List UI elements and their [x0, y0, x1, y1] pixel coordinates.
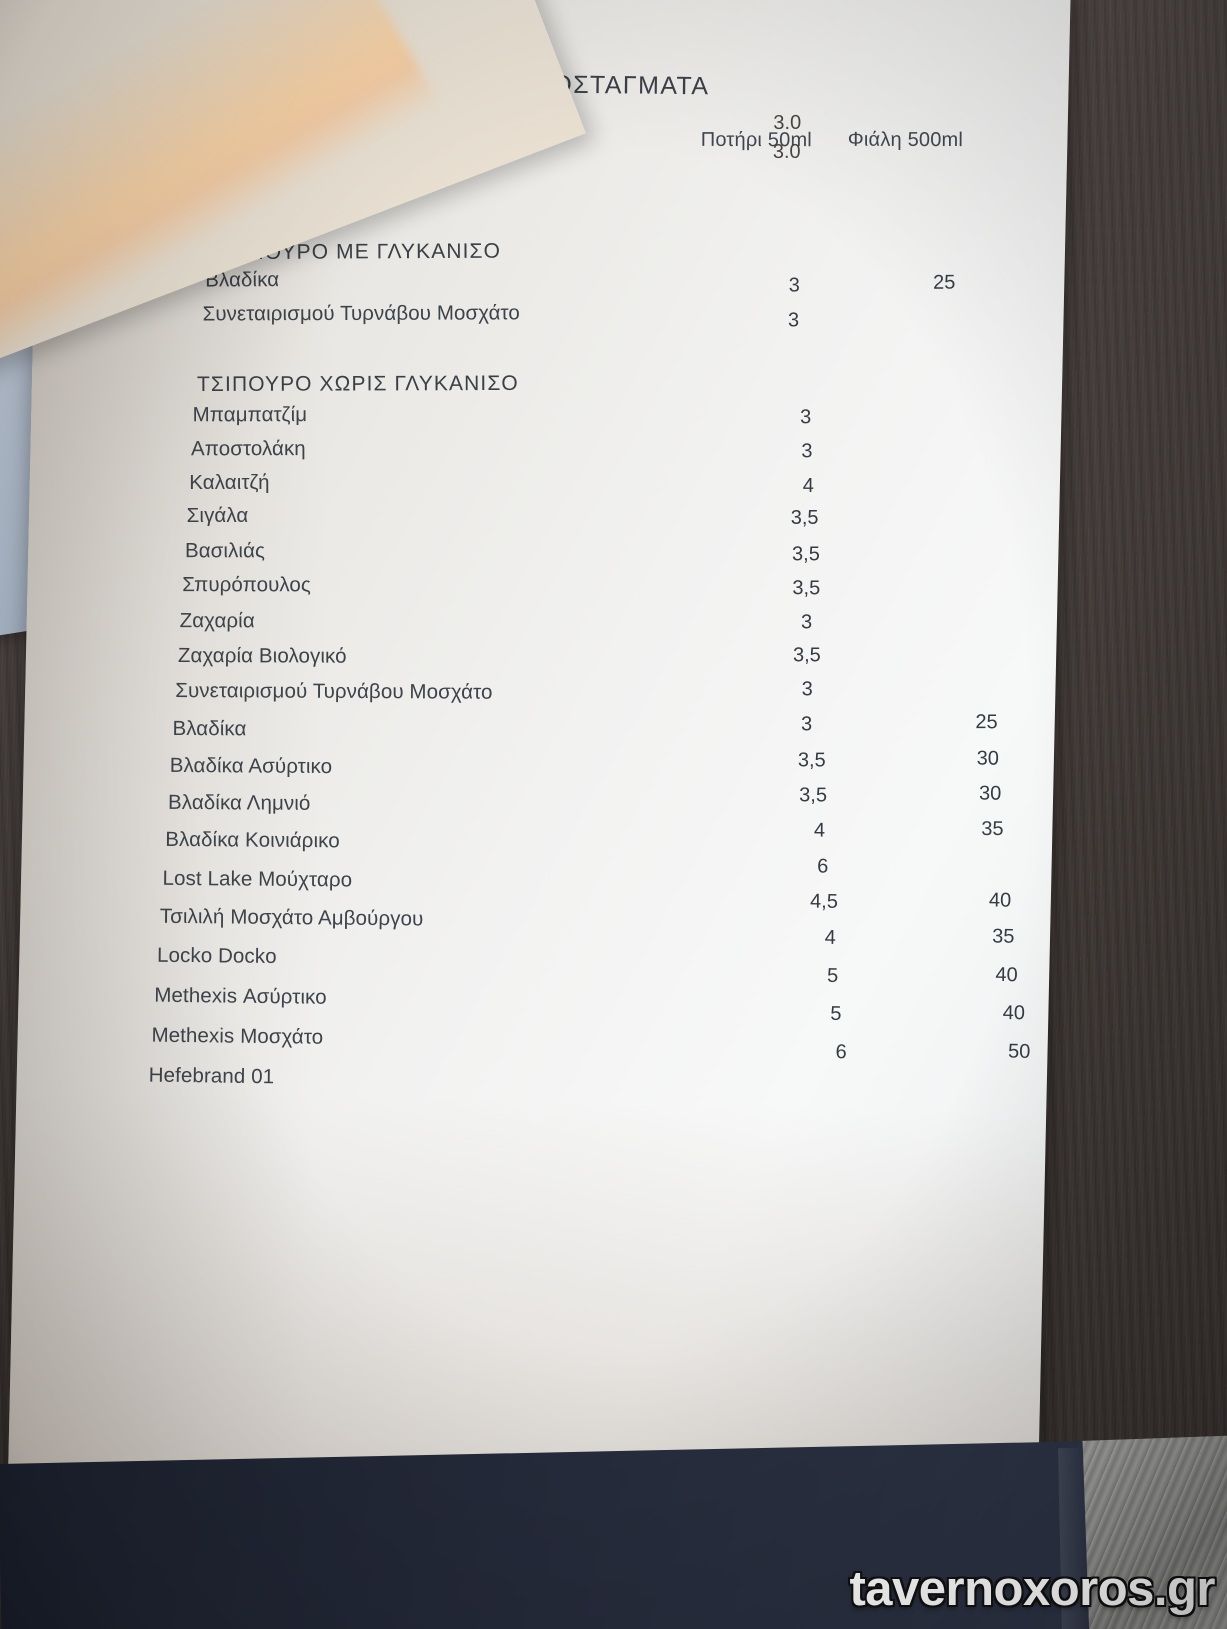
item-price-bottle [904, 107, 964, 108]
item-name: Μπαμπατζίμ [192, 403, 308, 427]
item-price-glass: 3 [801, 678, 813, 701]
item-price-glass: 3 [800, 713, 813, 736]
item-name: Βασιλιάς [184, 539, 266, 563]
item-name: Βλαδίκα [172, 716, 247, 741]
item-price-bottle: 30 [978, 782, 1002, 805]
item-price-glass: 3,5 [792, 577, 821, 600]
item-price-bottle: 30 [976, 747, 1000, 770]
item-name: Βλαδίκα Ασύρτικο [169, 753, 333, 779]
item-price-glass: 6 [817, 855, 829, 878]
item-price-glass: 6 [835, 1041, 847, 1064]
item-name: Ζαχαρία Βιολογικό [177, 644, 347, 668]
section-heading: ΤΣΙΠΟΥΡΟ ΧΩΡΙΣ ΓΛΥΚΑΝΙΣΟ [196, 371, 519, 397]
item-price-bottle: 40 [988, 889, 1012, 912]
item-name: Hefebrand 01 [148, 1063, 275, 1089]
item-price-glass: 3.0 [773, 111, 802, 135]
item-price-bottle: 40 [1002, 1002, 1026, 1025]
item-price-glass: 3,5 [790, 507, 819, 530]
item-name: Βλαδίκα Κοινιάρικο [165, 827, 340, 853]
item-name: Σιγάλα [186, 504, 249, 528]
item-price-bottle: 40 [995, 963, 1018, 987]
item-price-glass: 4,5 [810, 890, 839, 913]
item-price-glass: 3 [800, 406, 812, 429]
item-price-glass: 5 [826, 964, 839, 988]
watermark: tavernoxoros.gr [849, 1562, 1215, 1616]
item-price-glass: 3,5 [797, 749, 826, 772]
item-price-glass: 3.0 [772, 140, 801, 163]
item-name: Methexis Μοσχάτο [151, 1023, 324, 1049]
item-price-glass: 4 [802, 475, 814, 498]
item-price-bottle: 35 [992, 925, 1015, 948]
item-price-glass: 3,5 [792, 543, 820, 566]
item-price-glass: 4 [813, 819, 826, 842]
item-price-glass: 4 [824, 926, 836, 949]
item-name: Συνεταιρισμού Τυρνάβου Μοσχάτο [202, 301, 520, 326]
item-name: Methexis Ασύρτικο [154, 983, 327, 1009]
item-price-glass: 5 [830, 1002, 842, 1026]
item-price-glass: 3 [787, 309, 800, 332]
item-price-bottle: 25 [975, 711, 998, 734]
item-name: Lost Lake Μούχταρο [162, 866, 353, 892]
item-price-glass: 3 [800, 611, 813, 634]
item-name: Σπυρόπουλος [182, 573, 311, 597]
item-name: Αποστολάκη [190, 437, 306, 461]
item-price-glass: 3 [801, 440, 813, 463]
item-price-bottle: 25 [933, 271, 956, 294]
item-price-glass: 3,5 [799, 784, 828, 807]
item-name: Locko Docko [156, 943, 277, 968]
item-price-glass: 3,5 [792, 644, 821, 667]
item-price-bottle: 35 [981, 817, 1004, 841]
item-price-glass: 3 [788, 274, 800, 297]
item-price-bottle: 50 [1007, 1040, 1031, 1063]
item-price-bottle [966, 854, 1026, 855]
item-name: Ζαχαρία [179, 609, 255, 633]
column-header-bottle: Φιάλη 500ml [847, 128, 964, 152]
item-name: Καλαιτζή [189, 471, 270, 495]
item-name: Τσιλιλή Μοσχάτο Αμβούργου [159, 904, 424, 931]
item-name: Βλαδίκα Λημνιό [167, 790, 311, 815]
item-name: Συνεταιρισμού Τυρνάβου Μοσχάτο [175, 679, 493, 704]
